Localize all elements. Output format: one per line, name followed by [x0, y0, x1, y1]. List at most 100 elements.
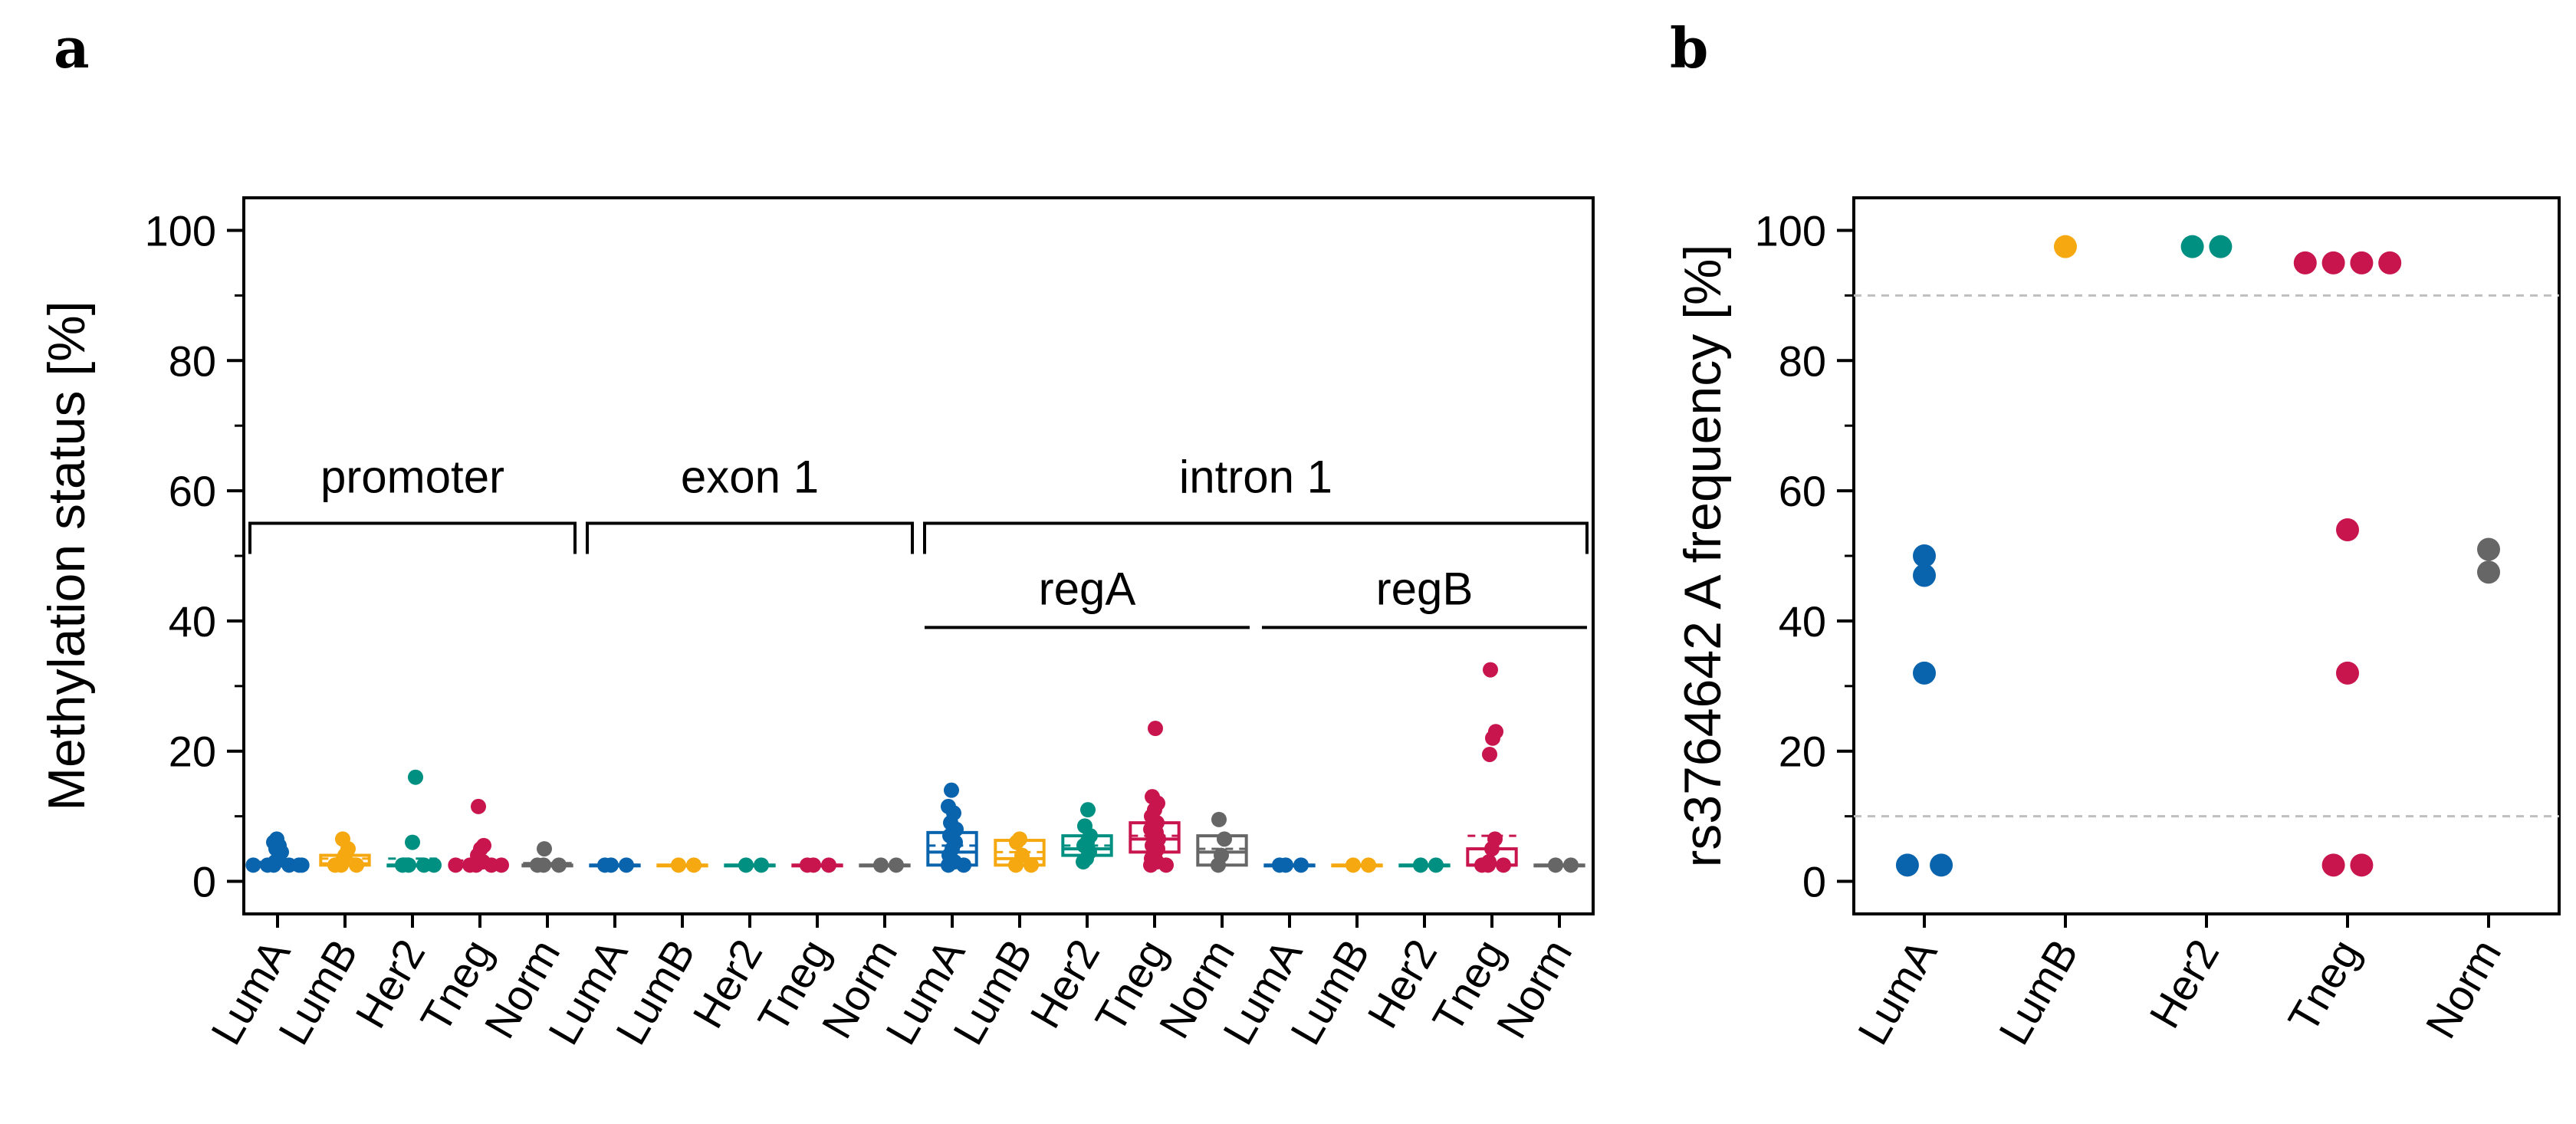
panel-a-y-tick-label: 100	[145, 206, 216, 255]
panel-b-y-tick-label: 100	[1755, 206, 1826, 255]
panel-b-marks	[1895, 235, 2500, 877]
panel-b-data-point	[2054, 235, 2077, 258]
panel-a-subregion-label: regA	[1039, 563, 1136, 614]
panel-a-methylation-boxplot: promoter exon 1 intron 1 regA regB 0 20 40 60 80…	[38, 196, 1595, 1053]
panel-b-data-point	[2321, 853, 2345, 877]
panel-a-data-point	[1496, 857, 1511, 873]
panel-a-region-label: exon 1	[681, 452, 819, 503]
panel-a-data-point	[269, 831, 284, 847]
panel-b-data-point	[1930, 853, 1953, 877]
panel-b-reference-lines	[1854, 294, 2559, 818]
panel-a-region-bracket	[586, 521, 914, 554]
panel-a-region-bracket	[248, 521, 577, 554]
panel-b-x-tick-label: Norm	[2416, 932, 2510, 1047]
panel-a-data-point	[1214, 847, 1229, 863]
panel-a-data-point	[551, 857, 567, 873]
panel-a-data-point	[1014, 847, 1030, 863]
panel-b-y-axis: 0 20 40 60 80 100	[1755, 206, 1854, 906]
panel-b-data-point	[2378, 251, 2402, 274]
panel-a-data-point	[349, 857, 364, 873]
panel-a-data-point	[1211, 811, 1227, 827]
panel-a-data-point	[1488, 724, 1503, 740]
panel-b-y-tick-label: 80	[1779, 337, 1826, 385]
panel-a-data-point	[1145, 789, 1160, 805]
panel-b-data-point	[2180, 235, 2204, 258]
panel-a-data-point	[1483, 662, 1498, 678]
panel-a-data-point	[448, 857, 464, 873]
panel-a-data-point	[395, 857, 410, 873]
panel-b-y-tick-label: 40	[1779, 597, 1826, 646]
panel-a-plot-frame	[242, 196, 1595, 915]
panel-a-data-point	[471, 798, 486, 814]
panel-b-data-point	[1895, 853, 1919, 877]
panel-b-data-point	[1913, 564, 1936, 587]
panel-a-data-point	[408, 769, 423, 785]
panel-b-data-point	[2209, 235, 2233, 258]
panel-a-marks	[245, 662, 1585, 873]
panel-a-data-point	[1346, 857, 1361, 873]
panel-a-data-point	[1482, 746, 1497, 762]
panel-b-x-tick-label: Her2	[2140, 932, 2228, 1037]
panel-a-y-tick-label: 80	[169, 337, 216, 385]
panel-b-data-point	[1913, 544, 1936, 567]
panel-a-data-point	[426, 857, 442, 873]
panel-letter-b: b	[1670, 15, 1708, 81]
panel-a-y-axis-title: Methylation status [%]	[38, 301, 96, 810]
panel-a-data-point	[754, 857, 769, 873]
panel-a-y-tick-label: 60	[169, 467, 216, 515]
panel-b-data-point	[2350, 251, 2374, 274]
panel-a-data-point	[1487, 831, 1503, 847]
panel-letter-a: a	[54, 15, 90, 81]
panel-a-data-point	[1428, 857, 1444, 873]
panel-a-data-point	[537, 841, 552, 857]
panel-a-x-axis: LumALumBHer2TnegNormLumALumBHer2TnegNorm…	[202, 914, 1581, 1053]
panel-a-y-tick-label: 20	[169, 728, 216, 776]
panel-a-data-point	[941, 798, 956, 814]
panel-a-data-point	[889, 857, 904, 873]
panel-b-y-tick-label: 0	[1802, 858, 1826, 906]
panel-a-y-tick-label: 40	[169, 597, 216, 646]
panel-a-data-point	[1077, 818, 1092, 834]
panel-b-x-tick-label: LumB	[1990, 932, 2088, 1053]
panel-b-data-point	[1913, 661, 1936, 685]
panel-a-data-point	[1148, 721, 1163, 737]
panel-a-data-point	[1413, 857, 1428, 873]
panel-a-data-point	[1080, 802, 1096, 818]
panel-a-data-point	[1012, 831, 1027, 847]
panel-b-data-point	[2350, 853, 2374, 877]
panel-a-data-point	[738, 857, 754, 873]
panel-a-y-axis: 0 20 40 60 80 100	[145, 206, 244, 906]
panel-a-data-point	[821, 857, 836, 873]
panel-a-data-point	[294, 857, 310, 873]
panel-a-region-label: intron 1	[1179, 452, 1332, 503]
panel-a-region-label: promoter	[320, 452, 504, 503]
panel-a-data-point	[1272, 857, 1287, 873]
panel-a-data-point	[944, 782, 959, 798]
panel-b-data-point	[2477, 560, 2500, 584]
panel-b-y-tick-label: 60	[1779, 467, 1826, 515]
panel-a-region-brackets: promoter exon 1 intron 1 regA regB	[248, 452, 1589, 629]
panel-a-region-bracket	[923, 521, 1589, 554]
panel-a-data-point	[1293, 857, 1309, 873]
panel-a-data-point	[1563, 857, 1579, 873]
panel-a-data-point	[245, 857, 261, 873]
panel-a-data-point	[1361, 857, 1376, 873]
panel-a-data-point	[671, 857, 686, 873]
panel-b-x-axis: LumA LumB Her2 Tneg Norm	[1848, 914, 2510, 1053]
panel-b-x-tick-label: Tneg	[2279, 932, 2369, 1040]
panel-b-y-tick-label: 20	[1779, 728, 1826, 776]
panel-b-allele-frequency-scatter: 0 20 40 60 80 100 LumA LumB Her2 Tneg Norm rs3764…	[1674, 196, 2561, 1053]
panel-b-data-point	[2293, 251, 2317, 274]
panel-a-data-point	[619, 857, 634, 873]
panel-a-data-point	[873, 857, 889, 873]
panel-b-plot-frame	[1852, 196, 2561, 915]
panel-b-data-point	[2336, 661, 2359, 685]
panel-a-data-point	[335, 831, 350, 847]
panel-b-y-axis-title: rs3764642 A frequency [%]	[1674, 245, 1732, 868]
panel-b-x-tick-label: LumA	[1848, 931, 1947, 1053]
panel-a-data-point	[405, 834, 420, 850]
panel-a-data-point	[1024, 857, 1039, 873]
panel-a-data-point	[597, 857, 613, 873]
panel-a-data-point	[530, 857, 545, 873]
